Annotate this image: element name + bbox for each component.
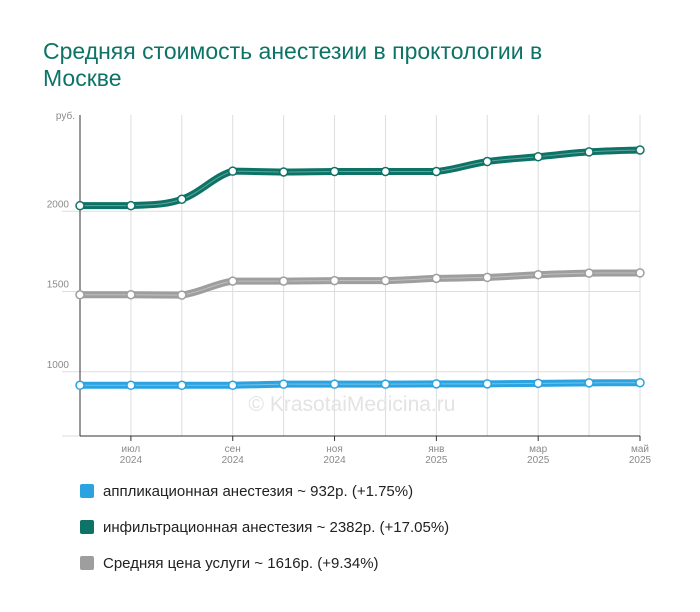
data-point	[75, 290, 85, 300]
x-tick-label: ноя 2024	[323, 444, 346, 466]
x-tick-label: май 2025	[629, 444, 652, 466]
y-axis: руб. 1000 1500 2000	[47, 110, 81, 436]
data-point	[635, 268, 645, 278]
watermark: © KrasotaiMedicina.ru	[249, 393, 456, 416]
legend-swatch	[80, 484, 94, 498]
data-point	[380, 379, 391, 389]
x-tick-label: сен 2024	[222, 444, 245, 466]
data-point	[584, 147, 594, 157]
legend-label: Средняя цена услуги ~ 1616р. (+9.34%)	[103, 554, 379, 572]
data-point	[380, 166, 391, 177]
data-point	[635, 377, 645, 388]
x-tick-label: июл 2024	[120, 444, 143, 466]
data-point	[482, 156, 493, 167]
data-point	[75, 200, 85, 211]
data-point	[329, 166, 340, 177]
data-point	[278, 276, 289, 286]
y-tick-label: 2000	[47, 199, 70, 210]
data-point	[126, 200, 136, 211]
series	[75, 145, 645, 211]
series	[75, 268, 645, 300]
data-point	[278, 379, 289, 389]
x-tick-label: янв 2025	[425, 444, 448, 466]
data-point	[482, 272, 493, 283]
data-point	[227, 276, 238, 286]
data-point	[126, 290, 136, 300]
legend-swatch	[80, 556, 94, 570]
data-point	[533, 269, 543, 280]
data-point	[635, 145, 645, 155]
legend-item[interactable]: инфильтрационная анестезия ~ 2382р. (+17…	[80, 518, 640, 536]
data-point	[533, 378, 543, 389]
data-point	[177, 380, 187, 391]
data-point	[329, 379, 340, 389]
legend-item[interactable]: Средняя цена услуги ~ 1616р. (+9.34%)	[80, 554, 640, 572]
y-unit-label: руб.	[56, 110, 75, 122]
data-point	[431, 379, 442, 389]
data-point	[177, 194, 187, 205]
data-point	[126, 380, 136, 391]
legend-label: аппликационная анестезия ~ 932р. (+1.75%…	[103, 482, 414, 500]
data-point	[431, 166, 442, 177]
x-tick-label: мар 2025	[527, 444, 550, 466]
legend-item[interactable]: аппликационная анестезия ~ 932р. (+1.75%…	[80, 482, 640, 500]
y-tick-label: 1000	[47, 360, 70, 371]
data-point	[177, 290, 187, 300]
data-point	[227, 166, 238, 176]
series-line	[76, 146, 644, 210]
legend: аппликационная анестезия ~ 932р. (+1.75%…	[80, 482, 640, 590]
data-point	[584, 378, 594, 388]
data-point	[278, 167, 289, 177]
y-tick-label: 1500	[47, 280, 70, 291]
series	[75, 377, 645, 391]
chart-title: Средняя стоимость анестезии в проктологи…	[43, 38, 543, 91]
data-point	[380, 275, 391, 286]
data-point	[533, 151, 543, 162]
data-point	[329, 275, 340, 286]
legend-swatch	[80, 520, 94, 534]
x-axis: июл 2024 сен 2024 ноя 2024 янв 2025 мар 2025 май 20…	[80, 435, 652, 466]
data-point	[584, 268, 594, 278]
data-point	[227, 380, 238, 391]
legend-label: инфильтрационная анестезия ~ 2382р. (+17…	[103, 518, 450, 536]
data-point	[75, 380, 85, 391]
series-layer	[75, 145, 645, 391]
line-chart: руб. 1000 1500 2000 июл 2024 сен 2024 ноя 2024 ян…	[47, 110, 652, 466]
data-point	[431, 273, 442, 284]
data-point	[482, 379, 493, 389]
